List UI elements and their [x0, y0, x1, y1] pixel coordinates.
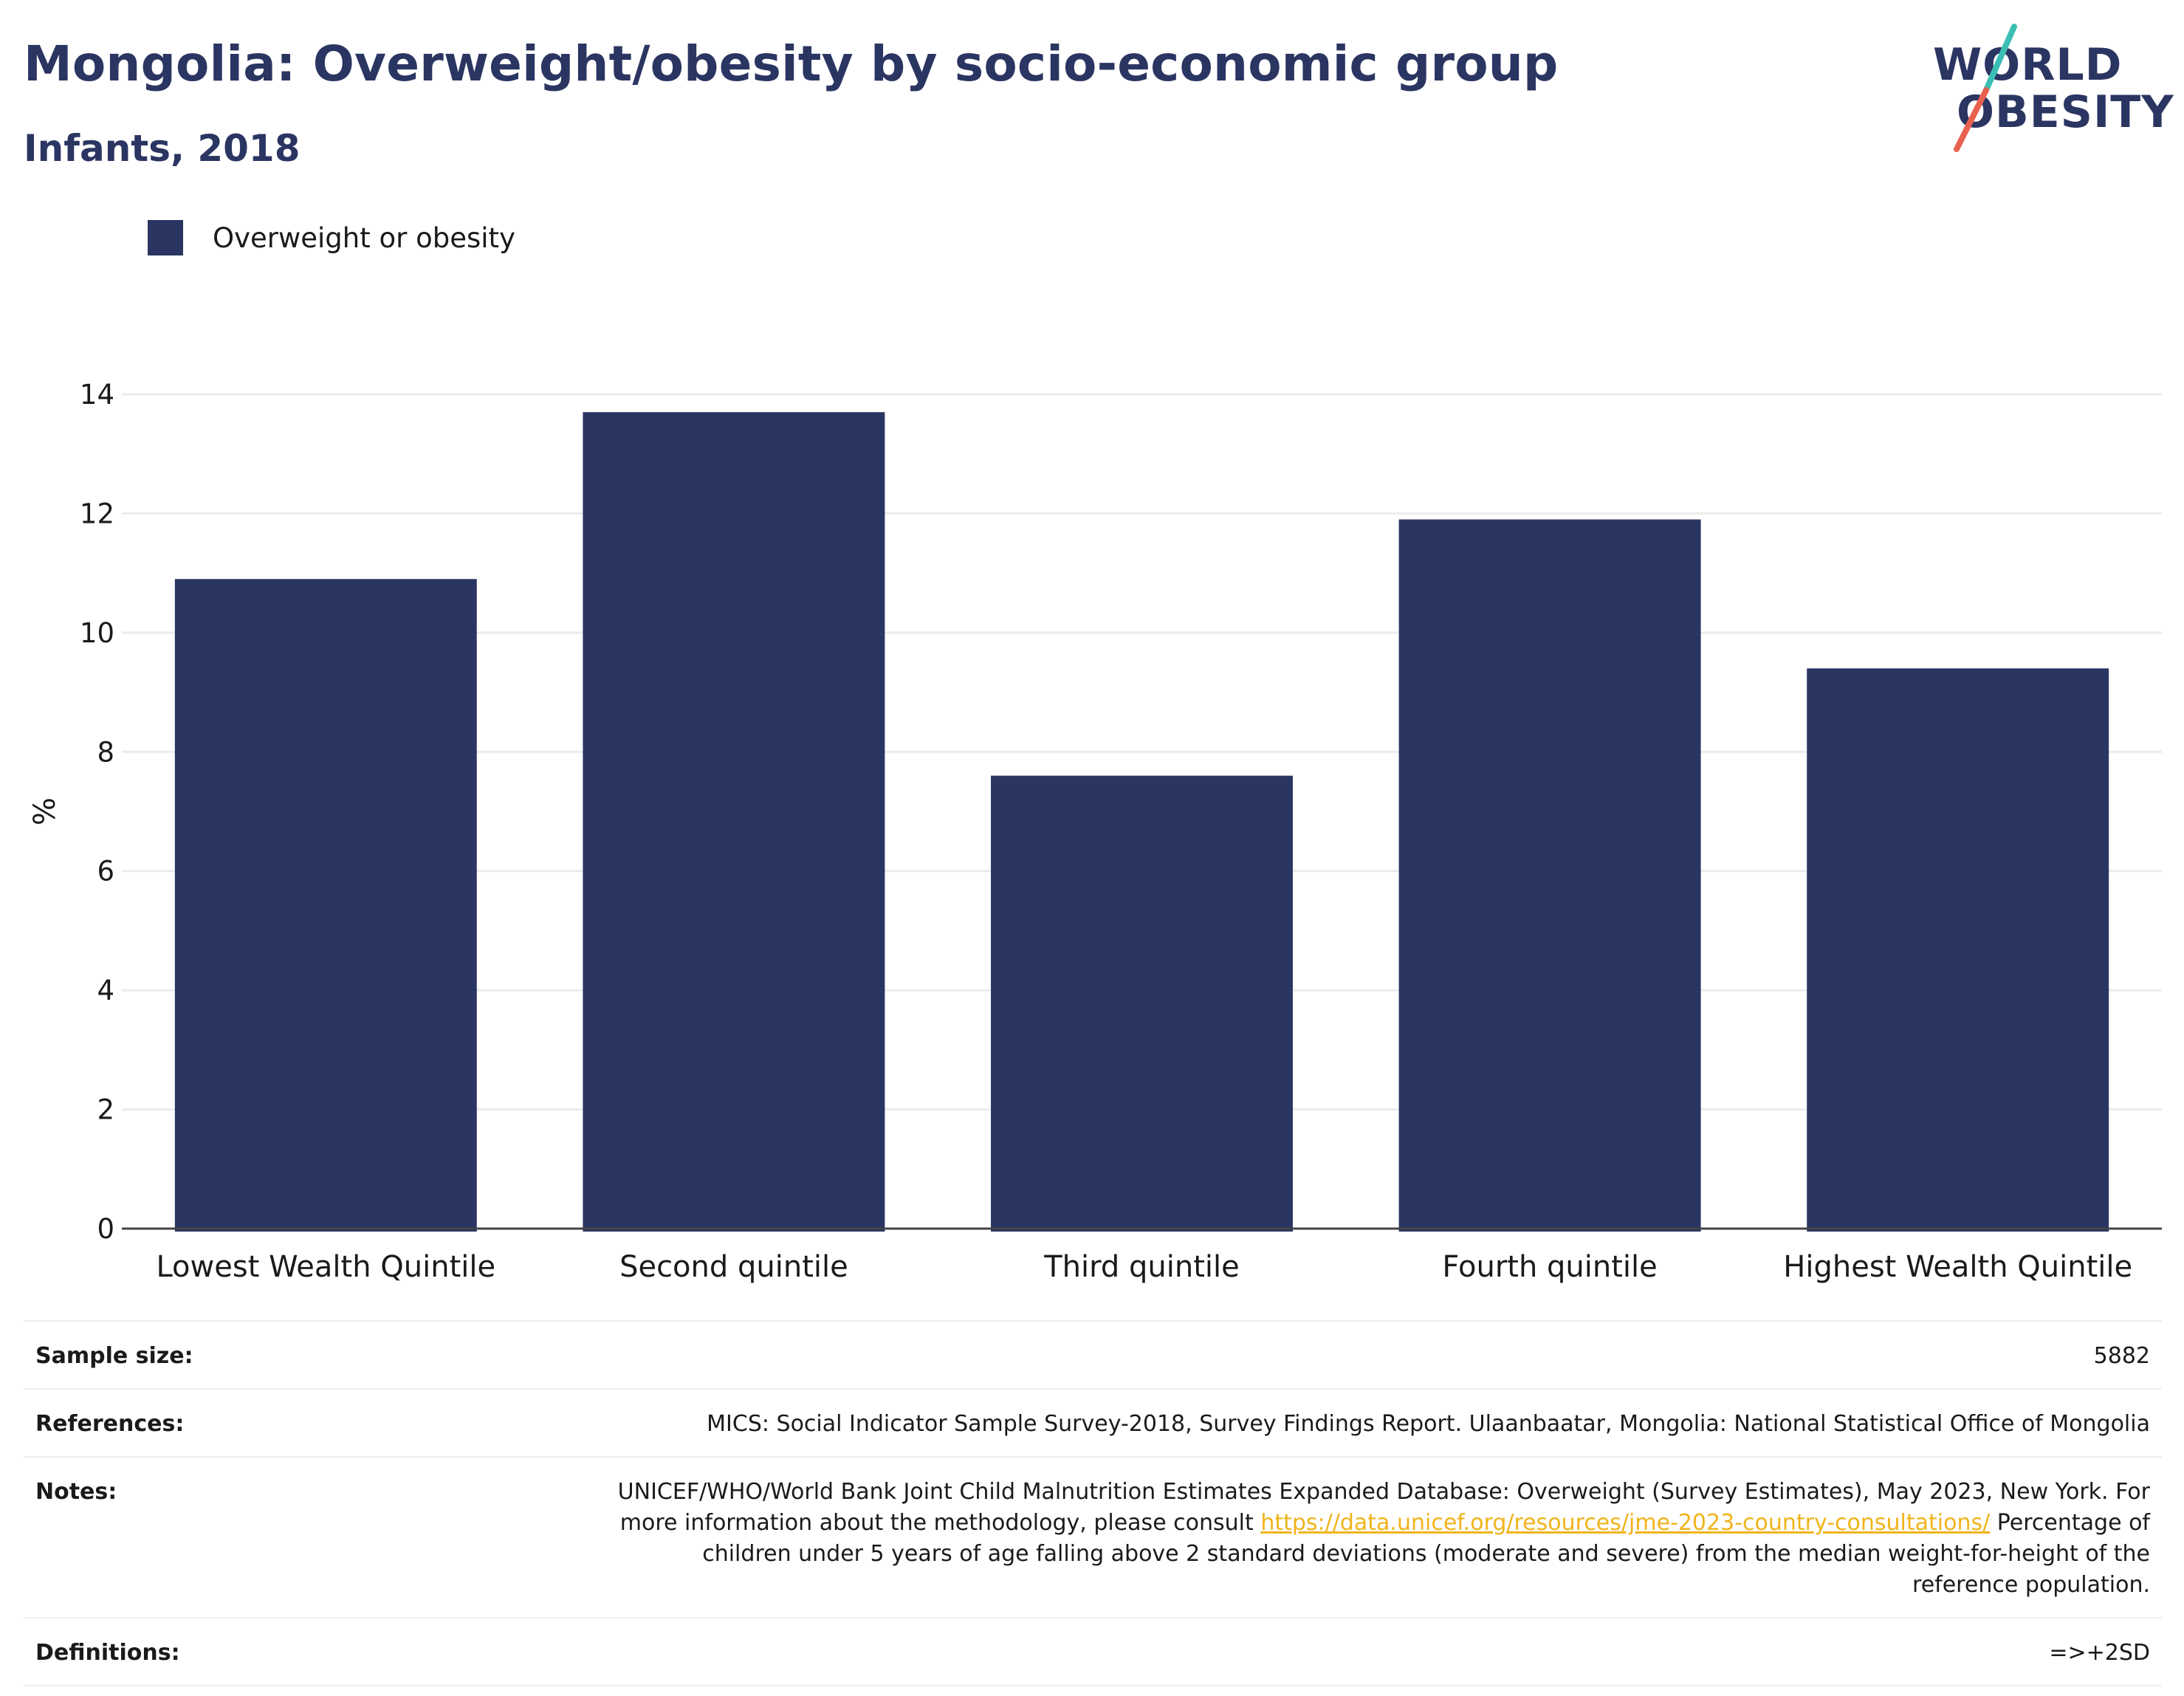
- logo-text-line2: OBESITY: [1957, 86, 2174, 138]
- chart-subtitle: Infants, 2018: [24, 127, 301, 170]
- y-tick-label: 2: [97, 1094, 114, 1126]
- y-axis-ticks: 0 2 4 6 8 10 12 14: [80, 379, 114, 1245]
- bar-chart: 0 2 4 6 8 10 12 14 Lowest Wealth Quintile Second…: [28, 379, 2162, 1284]
- y-tick-label: 12: [80, 498, 114, 529]
- info-row-notes: Notes: UNICEF/WHO/World Bank Joint Child…: [24, 1458, 2162, 1618]
- logo-slash-icon: [1954, 24, 2017, 152]
- y-tick-label: 0: [97, 1213, 114, 1245]
- x-tick-label: Third quintile: [1043, 1250, 1239, 1284]
- bar: [1807, 668, 2109, 1232]
- y-tick-label: 10: [80, 617, 114, 649]
- logo-text-line1: WORLD: [1933, 39, 2123, 91]
- bar: [583, 412, 885, 1232]
- x-tick-label: Fourth quintile: [1442, 1250, 1657, 1284]
- bars: [174, 412, 2109, 1232]
- y-axis-label: %: [28, 797, 62, 825]
- references-value: MICS: Social Indicator Sample Survey-201…: [707, 1411, 2150, 1437]
- notes-text-before: UNICEF/WHO/World Bank Joint Child Malnut…: [617, 1479, 2150, 1536]
- y-tick-label: 14: [80, 379, 114, 411]
- notes-label: Notes:: [35, 1479, 117, 1505]
- y-tick-label: 6: [97, 856, 114, 888]
- info-row-definitions: Definitions: =>+2SD: [24, 1618, 2162, 1686]
- x-tick-label: Second quintile: [619, 1250, 848, 1284]
- x-tick-label: Lowest Wealth Quintile: [156, 1250, 495, 1284]
- legend: Overweight or obesity: [148, 219, 515, 257]
- notes-text-after: Percentage of children under 5 years of …: [702, 1510, 2150, 1598]
- legend-label: Overweight or obesity: [213, 222, 515, 254]
- x-axis-ticks: Lowest Wealth Quintile Second quintile Thi…: [156, 1250, 2132, 1284]
- info-table: Sample size: 5882 References: MICS: Soci…: [24, 1320, 2162, 1686]
- world-obesity-logo: WORLD OBESITY: [1927, 22, 2174, 155]
- x-tick-label: Highest Wealth Quintile: [1783, 1250, 2132, 1284]
- definitions-value: =>+2SD: [2049, 1640, 2150, 1666]
- bar: [174, 579, 477, 1232]
- info-row-references: References: MICS: Social Indicator Sampl…: [24, 1390, 2162, 1458]
- notes-value: UNICEF/WHO/World Bank Joint Child Malnut…: [600, 1477, 2150, 1601]
- notes-link[interactable]: https://data.unicef.org/resources/jme-20…: [1260, 1510, 1991, 1536]
- y-tick-label: 4: [97, 975, 114, 1006]
- bar: [1398, 519, 1701, 1232]
- legend-swatch: [148, 220, 183, 255]
- chart-title: Mongolia: Overweight/obesity by socio-ec…: [24, 35, 1559, 92]
- info-row-sample-size: Sample size: 5882: [24, 1322, 2162, 1390]
- sample-size-value: 5882: [2093, 1343, 2150, 1369]
- definitions-label: Definitions:: [35, 1640, 180, 1666]
- y-tick-label: 8: [97, 736, 114, 768]
- bar: [991, 775, 1293, 1232]
- sample-size-label: Sample size:: [35, 1343, 193, 1369]
- references-label: References:: [35, 1411, 185, 1437]
